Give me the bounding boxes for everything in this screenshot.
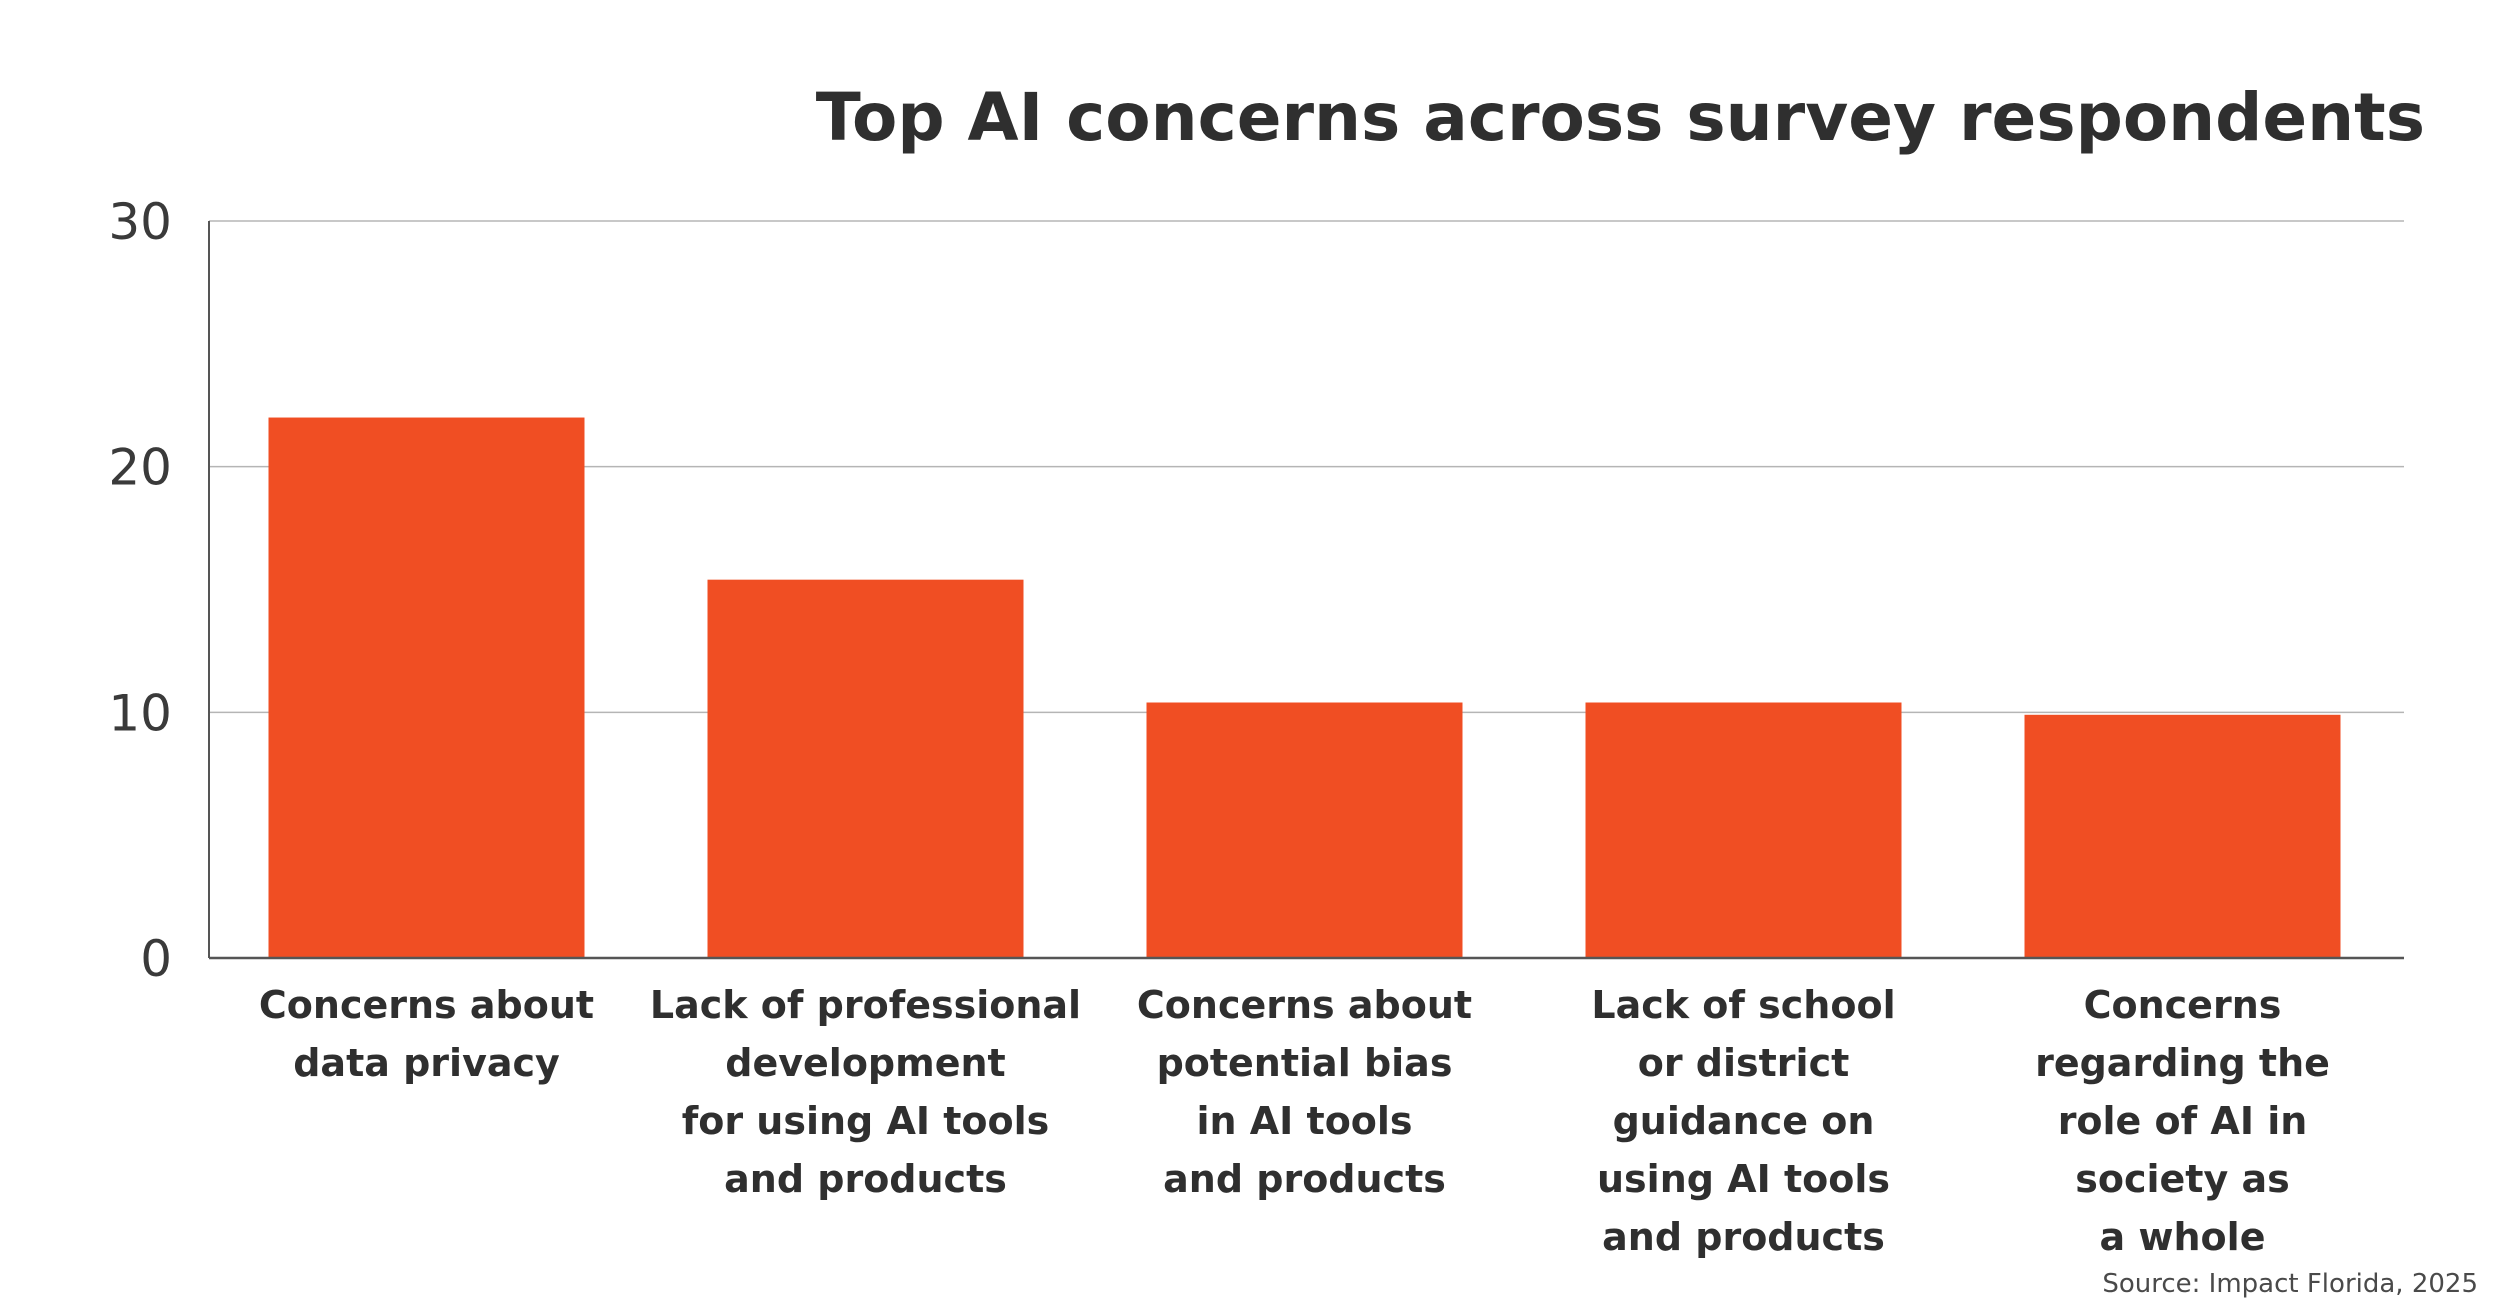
x-category-label: or district [1638,1041,1850,1085]
x-category-label: potential bias [1157,1041,1453,1085]
x-category-label: Concerns about [259,983,594,1027]
bar [2024,714,2341,958]
x-category-label: role of AI in [2058,1099,2308,1143]
source-note: Source: Impact Florida, 2025 [2102,1269,2478,1299]
x-category-label: and products [1163,1157,1446,1201]
x-category-label: in AI tools [1196,1099,1412,1143]
x-category-label: and products [1602,1215,1885,1259]
y-tick-label: 10 [108,684,172,742]
x-category-label: for using AI tools [682,1099,1050,1143]
x-category-label: development [725,1041,1005,1085]
x-axis-category-labels: Concerns about data privacy Lack of profes… [259,983,2330,1259]
y-tick-label: 20 [108,439,172,497]
y-tick-label: 30 [108,193,172,251]
bar [1146,702,1463,958]
y-axis-ticks: 0 10 20 30 [108,193,172,988]
x-category-label: Lack of school [1591,983,1895,1027]
x-category-label: using AI tools [1597,1157,1890,1201]
x-category-label: data privacy [293,1041,560,1085]
x-category-label: and products [724,1157,1007,1201]
chart-title: Top AI concerns across survey respondent… [816,79,2425,156]
x-category-label: a whole [2100,1215,2266,1259]
bar [707,579,1024,958]
x-category-label: society as [2075,1157,2289,1201]
x-category-label: Concerns about [1137,983,1472,1027]
x-category-label: Concerns [2084,983,2282,1027]
x-category-label: regarding the [2035,1041,2330,1085]
bars [268,417,2341,958]
x-category-label: guidance on [1613,1099,1875,1143]
x-category-label: Lack of professional [650,983,1081,1027]
y-tick-label: 0 [140,930,172,988]
bar [1585,702,1902,958]
bar [268,417,585,958]
